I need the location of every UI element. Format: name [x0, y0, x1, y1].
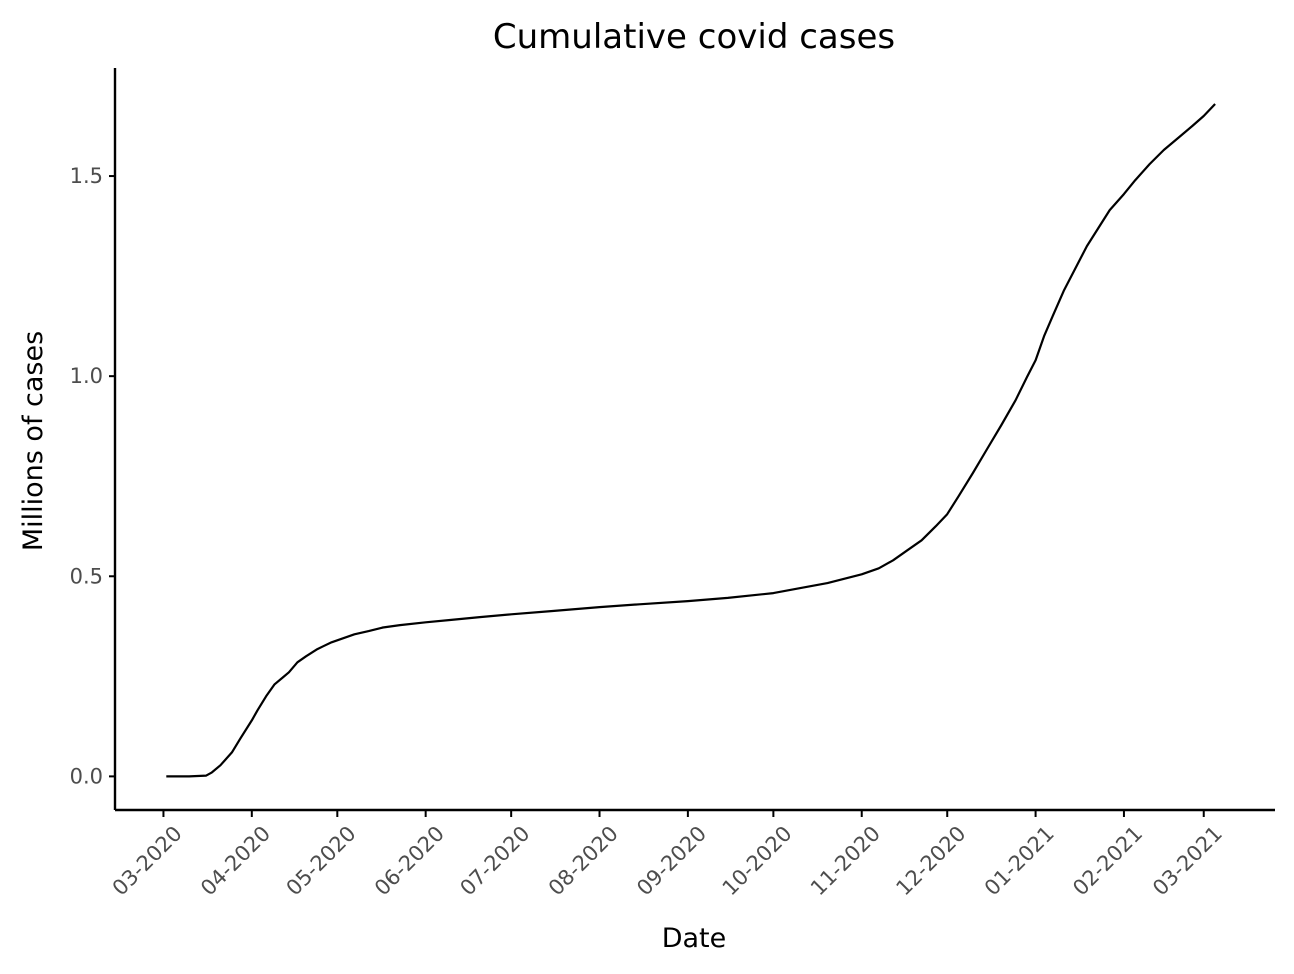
x-axis-title: Date — [662, 923, 727, 954]
x-tick-label: 03-2020 — [108, 821, 187, 900]
x-tick-label: 08-2020 — [544, 821, 623, 900]
chart-title: Cumulative covid cases — [493, 17, 895, 57]
x-tick-label: 12-2020 — [892, 821, 971, 900]
y-axis-title: Millions of cases — [18, 331, 49, 551]
x-axis: 03-2020 04-2020 05-2020 06-2020 07-2020 08-20… — [108, 808, 1275, 900]
x-tick-label: 02-2021 — [1068, 821, 1147, 900]
y-tick-label: 0.5 — [70, 564, 103, 588]
x-tick-label: 11-2020 — [806, 821, 885, 900]
x-tick-label: 01-2021 — [980, 821, 1059, 900]
x-tick-label: 09-2020 — [632, 821, 711, 900]
y-tick-label: 1.0 — [70, 364, 103, 388]
x-tick-label: 05-2020 — [282, 821, 361, 900]
y-tick-label: 0.0 — [70, 764, 103, 788]
x-tick-label: 06-2020 — [370, 821, 449, 900]
x-tick-label: 03-2021 — [1148, 821, 1227, 900]
x-tick-label: 04-2020 — [196, 821, 275, 900]
x-tick-label: 10-2020 — [718, 821, 797, 900]
y-tick-label: 1.5 — [70, 164, 103, 188]
plot-area — [166, 103, 1216, 778]
x-tick-label: 07-2020 — [455, 821, 534, 900]
y-axis: 0.0 0.5 1.0 1.5 — [70, 68, 117, 810]
series-line — [166, 103, 1216, 778]
